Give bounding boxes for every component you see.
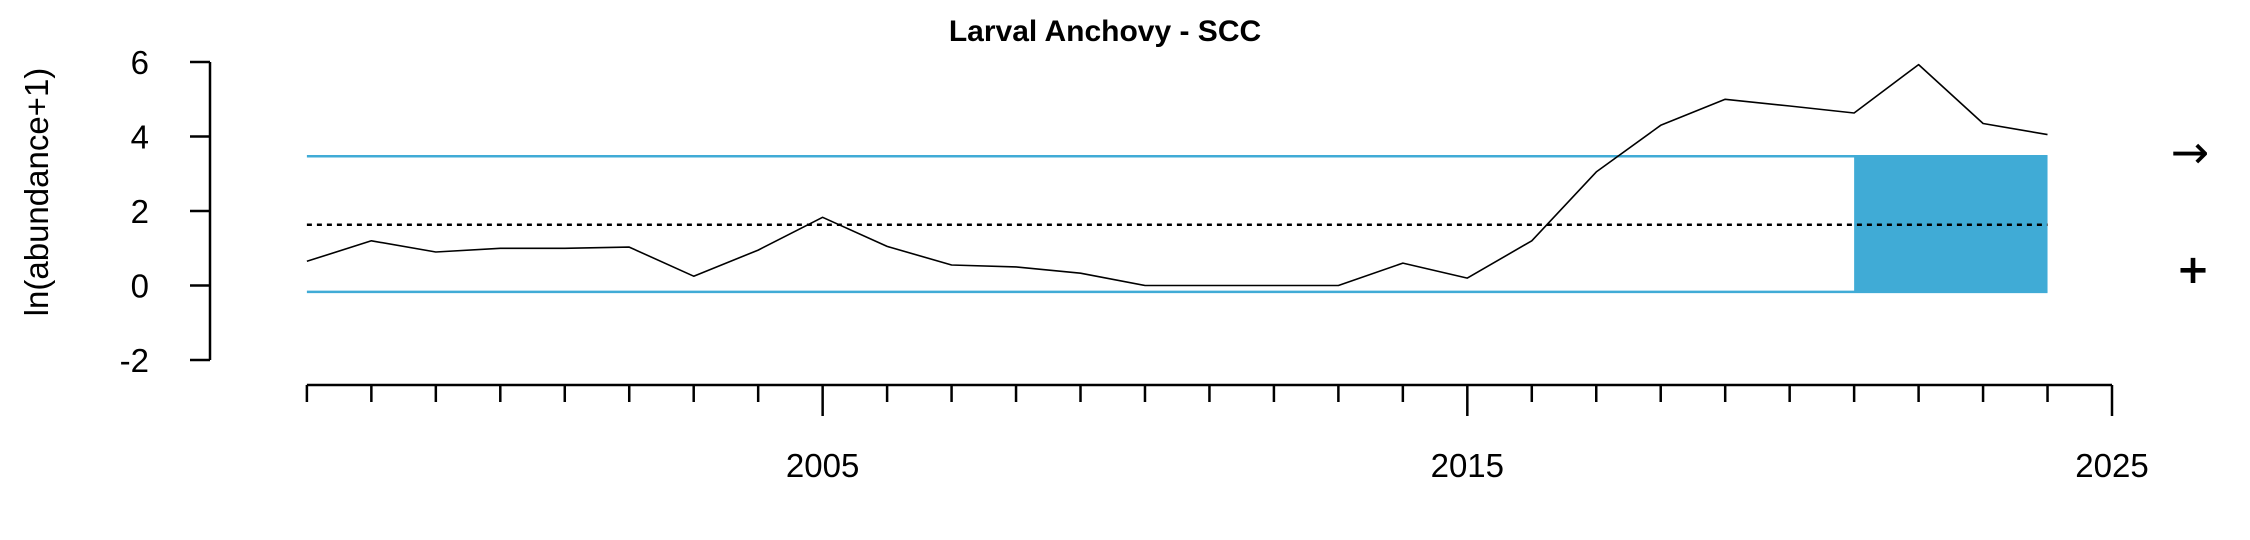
- y-axis-label: ln(abundance+1): [18, 68, 55, 317]
- mean-status-symbol: +: [2176, 247, 2210, 293]
- x-axis: 2005 2015 2025: [305, 383, 2149, 484]
- trend-arrow-symbol: →: [2171, 125, 2210, 179]
- chart-title: Larval Anchovy - SCC: [949, 15, 1261, 48]
- y-tick-label: 6: [131, 44, 149, 81]
- sd-band-layer: [306, 154, 2048, 294]
- y-tick-label: -2: [120, 342, 149, 379]
- y-axis: 6 4 2 0 -2: [120, 44, 212, 379]
- x-tick-label: 2025: [2075, 447, 2148, 484]
- x-tick-label: 2015: [1431, 447, 1504, 484]
- x-tick-label: 2005: [786, 447, 859, 484]
- y-tick-label: 0: [131, 268, 149, 305]
- y-tick-label: 4: [131, 119, 149, 156]
- y-tick-label: 2: [131, 193, 149, 230]
- abundance-series-line: [306, 63, 2048, 287]
- series-layer: [306, 63, 2048, 287]
